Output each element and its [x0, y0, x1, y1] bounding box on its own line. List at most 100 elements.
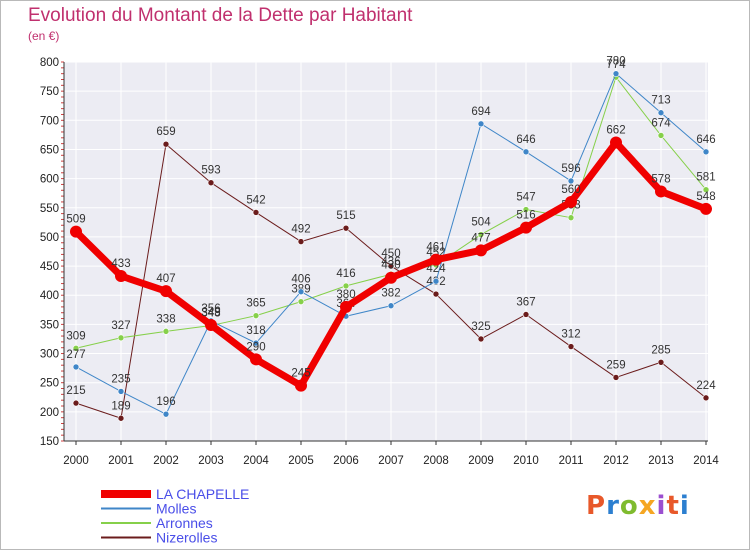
- data-label-la-chapelle: 407: [156, 273, 175, 285]
- data-point-arronnes: [657, 132, 665, 139]
- x-tick-label: 2006: [333, 455, 359, 467]
- data-point-nizerolles: [702, 394, 710, 402]
- data-label-molles: 596: [561, 163, 580, 175]
- data-label-molles: 646: [696, 134, 715, 146]
- data-label-la-chapelle: 433: [111, 258, 130, 270]
- data-label-nizerolles: 659: [156, 126, 175, 138]
- data-label-molles: 277: [66, 349, 85, 361]
- legend-label-molles: Molles: [156, 501, 196, 517]
- data-label-la-chapelle: 477: [471, 232, 490, 244]
- data-label-nizerolles: 367: [516, 296, 535, 308]
- data-point-la-chapelle: [295, 379, 307, 392]
- data-point-la-chapelle: [340, 300, 352, 313]
- data-point-arronnes: [72, 344, 80, 352]
- data-label-la-chapelle: 516: [516, 210, 535, 222]
- x-tick-label: 2000: [63, 455, 89, 467]
- data-label-molles: 780: [606, 56, 625, 68]
- data-label-arronnes: 327: [111, 320, 130, 332]
- data-label-nizerolles: 189: [111, 400, 130, 412]
- y-tick-label: 150: [40, 436, 59, 448]
- y-tick-label: 250: [40, 378, 59, 390]
- data-label-molles: 382: [381, 288, 400, 300]
- data-point-arronnes: [162, 328, 170, 335]
- data-label-la-chapelle: 548: [696, 191, 715, 203]
- x-tick-label: 2004: [243, 455, 269, 467]
- data-label-la-chapelle: 662: [606, 124, 625, 136]
- data-label-arronnes: 436: [381, 256, 400, 268]
- data-label-nizerolles: 325: [471, 321, 490, 333]
- y-tick-label: 800: [40, 57, 59, 69]
- y-tick-label: 600: [40, 174, 59, 186]
- y-tick-label: 200: [40, 407, 59, 419]
- data-point-arronnes: [342, 282, 350, 290]
- legend-label-la-chapelle: LA CHAPELLE: [156, 486, 249, 502]
- y-tick-label: 300: [40, 349, 59, 361]
- data-label-nizerolles: 450: [381, 248, 400, 260]
- data-point-nizerolles: [297, 238, 305, 245]
- data-point-nizerolles: [612, 374, 620, 381]
- data-point-la-chapelle: [160, 285, 172, 298]
- x-tick-label: 2010: [513, 455, 539, 467]
- y-tick-label: 450: [40, 261, 59, 273]
- data-label-arronnes: 309: [66, 330, 85, 342]
- legend-label-nizerolles: Nizerolles: [156, 530, 217, 546]
- data-point-la-chapelle: [385, 271, 397, 284]
- data-point-nizerolles: [72, 399, 80, 407]
- data-point-nizerolles: [657, 358, 665, 366]
- data-point-la-chapelle: [565, 195, 577, 208]
- data-point-nizerolles: [162, 140, 170, 148]
- x-tick-label: 2008: [423, 455, 449, 467]
- data-point-la-chapelle: [430, 253, 442, 266]
- data-label-la-chapelle: 560: [561, 184, 580, 196]
- data-point-molles: [117, 388, 125, 395]
- x-tick-label: 2007: [378, 455, 404, 467]
- data-point-la-chapelle: [475, 244, 487, 257]
- data-label-molles: 235: [111, 373, 130, 385]
- data-point-molles: [432, 277, 440, 285]
- x-tick-label: 2005: [288, 455, 314, 467]
- data-label-la-chapelle: 380: [336, 289, 355, 301]
- data-point-nizerolles: [252, 209, 260, 216]
- data-point-arronnes: [702, 186, 710, 193]
- x-tick-label: 2014: [693, 455, 719, 467]
- data-label-nizerolles: 515: [336, 210, 355, 222]
- data-point-la-chapelle: [520, 221, 532, 234]
- data-point-la-chapelle: [655, 185, 667, 198]
- chart-subtitle: (en €): [28, 29, 60, 43]
- data-label-nizerolles: 542: [246, 194, 265, 206]
- x-tick-label: 2002: [153, 455, 179, 467]
- data-point-molles: [252, 339, 260, 347]
- data-label-nizerolles: 492: [291, 224, 310, 236]
- data-label-molles: 646: [516, 134, 535, 146]
- data-point-molles: [297, 288, 305, 296]
- data-point-arronnes: [117, 334, 125, 342]
- x-tick-label: 2013: [648, 455, 674, 467]
- proxiti-logo: Proxiti: [586, 491, 690, 521]
- data-point-arronnes: [297, 298, 305, 305]
- data-label-arronnes: 365: [246, 298, 265, 310]
- data-point-nizerolles: [387, 262, 395, 270]
- data-label-la-chapelle: 290: [246, 341, 265, 353]
- data-label-arronnes: 547: [516, 192, 535, 204]
- x-tick-label: 2001: [108, 455, 134, 467]
- data-point-arronnes: [522, 206, 530, 213]
- data-point-molles: [612, 70, 620, 77]
- data-label-la-chapelle: 461: [426, 242, 445, 254]
- data-label-molles: 318: [246, 325, 265, 337]
- data-point-nizerolles: [342, 224, 350, 232]
- data-point-molles: [162, 410, 170, 418]
- data-label-nizerolles: 215: [66, 385, 85, 397]
- x-tick-label: 2009: [468, 455, 494, 467]
- data-label-la-chapelle: 509: [66, 214, 85, 226]
- data-label-nizerolles: 593: [201, 165, 220, 177]
- data-label-nizerolles: 224: [696, 380, 716, 392]
- y-tick-label: 400: [40, 290, 59, 302]
- data-point-molles: [567, 177, 575, 185]
- data-point-la-chapelle: [700, 202, 712, 215]
- data-point-arronnes: [567, 214, 575, 221]
- data-label-molles: 196: [156, 396, 175, 408]
- data-label-arronnes: 674: [651, 117, 671, 129]
- data-label-la-chapelle: 430: [381, 260, 400, 272]
